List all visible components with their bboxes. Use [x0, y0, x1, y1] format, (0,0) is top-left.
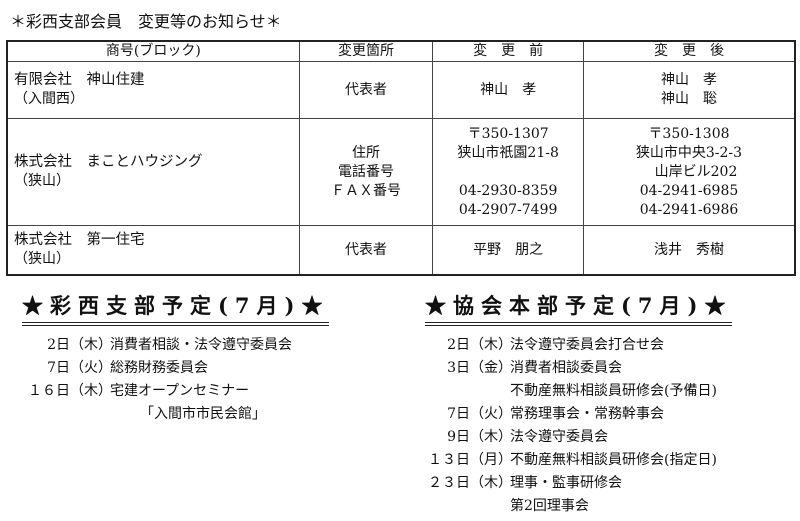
- schedule-event: 消費者相談委員会: [510, 360, 622, 376]
- before-value: 〒350-1307: [467, 125, 549, 142]
- after-value: 山岸ビル202: [640, 163, 738, 180]
- schedule-weekday: （月）: [470, 452, 512, 468]
- schedule-day: 7日: [447, 406, 470, 422]
- header-after: 変 更 後: [582, 40, 796, 62]
- schedule-weekday: （木）: [70, 383, 112, 399]
- company-name: 株式会社 第一住宅: [14, 232, 145, 248]
- before-value: 平野 朋之: [473, 241, 544, 258]
- schedule-item: 7日（火）常務理事会・常務幹事会: [400, 403, 664, 423]
- schedule-event: 「入間市市民会館」: [140, 406, 266, 422]
- member-changes-table: 商号(ブロック) 変更箇所 変 更 前 変 更 後 有限会社 神山住建 （入間西）…: [6, 40, 796, 276]
- table-row: 株式会社 第一住宅 （狭山） 代表者 平野 朋之 浅井 秀樹: [6, 225, 796, 276]
- table-row: 株式会社 まことハウジング （狭山） 住所電話番号 ＦＡＸ番号 〒350-1307 狭…: [6, 118, 796, 226]
- before-value: 04-2930-8359: [458, 182, 558, 199]
- before-value: [439, 163, 577, 182]
- hq-schedule-heading: ★協会本部予定(7月)★: [425, 290, 733, 326]
- schedule-day: １３日: [428, 452, 470, 468]
- schedule-weekday: （火）: [70, 360, 112, 376]
- schedule-event: 宅建オープンセミナー: [110, 383, 250, 399]
- schedule-day: 2日: [47, 337, 70, 353]
- before-value: 神山 孝: [480, 81, 537, 98]
- after-value: 神山 聡: [660, 91, 717, 107]
- schedule-event: 不動産無料相談員研修会(予備日): [510, 383, 717, 399]
- schedule-item: 「入間市市民会館」: [0, 403, 266, 423]
- before-value: 狭山市祇園21-8: [457, 144, 559, 161]
- after-value: 浅井 秀樹: [653, 241, 724, 258]
- branch-schedule-heading: ★彩西支部予定(7月)★: [22, 290, 330, 326]
- schedule-item: ２３日（木）理事・監事研修会: [400, 472, 622, 492]
- schedule-weekday: （木）: [70, 337, 112, 353]
- schedule-event: 消費者相談・法令遵守委員会: [110, 337, 292, 353]
- branch-schedule: ★彩西支部予定(7月)★: [22, 290, 330, 326]
- before-value: 04-2907-7499: [458, 201, 558, 218]
- company-block: （狭山）: [14, 251, 70, 267]
- table-row: 有限会社 神山住建 （入間西） 代表者 神山 孝 神山 孝神山 聡: [6, 61, 796, 119]
- company-block: （入間西）: [14, 91, 84, 107]
- schedule-item: 3日（金）消費者相談委員会: [400, 357, 622, 377]
- schedule-weekday: （木）: [470, 429, 512, 445]
- schedule-event: 不動産無料相談員研修会(指定日): [510, 452, 717, 468]
- changed-field: 電話番号: [337, 163, 394, 180]
- schedule-event: 第2回理事会: [510, 498, 589, 514]
- after-value: 神山 孝: [660, 72, 717, 88]
- schedule-item: 第2回理事会: [400, 495, 589, 515]
- schedule-event: 法令遵守委員会: [510, 429, 608, 445]
- schedule-item: 不動産無料相談員研修会(予備日): [400, 380, 717, 400]
- schedule-event: 総務財務委員会: [110, 360, 208, 376]
- company-block: （狭山）: [14, 173, 70, 189]
- page-title: ＊彩西支部会員 変更等のお知らせ＊: [10, 12, 282, 31]
- schedule-weekday: （木）: [470, 475, 512, 491]
- after-value: 04-2941-6985: [639, 182, 739, 199]
- schedule-item: 9日（木）法令遵守委員会: [400, 426, 608, 446]
- changed-field: ＦＡＸ番号: [330, 182, 401, 199]
- schedule-item: 2日（木）法令遵守委員会打合せ会: [400, 334, 664, 354]
- schedule-day: 3日: [447, 360, 470, 376]
- schedule-weekday: （火）: [470, 406, 512, 422]
- changed-field: 代表者: [344, 81, 387, 98]
- schedule-day: ２３日: [428, 475, 470, 491]
- schedule-item: 2日（木）消費者相談・法令遵守委員会: [0, 334, 292, 354]
- schedule-event: 理事・監事研修会: [510, 475, 622, 491]
- changed-field: 代表者: [344, 241, 387, 258]
- hq-schedule: ★協会本部予定(7月)★: [425, 290, 733, 326]
- changed-field: 住所: [351, 144, 380, 161]
- schedule-weekday: （木）: [470, 337, 512, 353]
- header-company: 商号(ブロック): [6, 40, 300, 62]
- schedule-day: １６日: [28, 383, 70, 399]
- company-name: 株式会社 まことハウジング: [14, 154, 203, 170]
- schedule-day: 9日: [447, 429, 470, 445]
- schedule-event: 常務理事会・常務幹事会: [510, 406, 664, 422]
- schedule-event: 法令遵守委員会打合せ会: [510, 337, 664, 353]
- header-before: 変 更 前: [432, 40, 584, 62]
- schedule-day: 7日: [47, 360, 70, 376]
- schedule-day: 2日: [447, 337, 470, 353]
- after-value: 狭山市中央3-2-3: [635, 144, 743, 161]
- schedule-item: １６日（木）宅建オープンセミナー: [0, 380, 249, 400]
- schedule-item: １３日（月）不動産無料相談員研修会(指定日): [400, 449, 717, 469]
- schedule-item: 7日（火）総務財務委員会: [0, 357, 208, 377]
- schedule-weekday: （金）: [470, 360, 512, 376]
- table-header-row: 商号(ブロック) 変更箇所 変 更 前 変 更 後: [6, 40, 796, 62]
- after-value: 〒350-1308: [648, 125, 730, 142]
- after-value: 04-2941-6986: [639, 201, 739, 218]
- company-name: 有限会社 神山住建: [14, 72, 145, 88]
- header-field: 変更箇所: [298, 40, 434, 62]
